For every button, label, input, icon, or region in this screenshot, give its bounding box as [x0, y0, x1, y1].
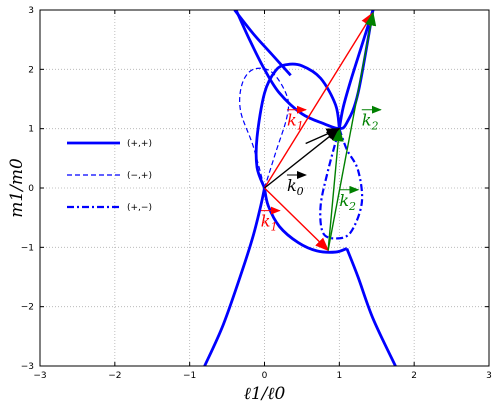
x-tick-label: −1 [183, 371, 196, 381]
legend-label: (−,+) [127, 171, 152, 181]
legend-label: (+,−) [127, 203, 152, 213]
x-tick-label: 3 [486, 371, 492, 381]
y-tick-label: −1 [21, 243, 34, 253]
vector-label: k2 [362, 111, 379, 133]
curves [203, 10, 397, 366]
vector-arrow [264, 127, 341, 189]
curve-solid [337, 10, 375, 129]
vector-arrow [305, 128, 341, 145]
vector-arrow [263, 11, 374, 189]
y-axis-label: m1/m0 [7, 158, 27, 218]
curve-solid [234, 10, 375, 131]
vector-label: k0 [287, 176, 304, 198]
curve-dashed [239, 67, 290, 189]
x-axis-label: ℓ1/ℓ0 [244, 384, 286, 404]
vector-arrow [264, 187, 330, 252]
x-tick-label: 1 [336, 371, 342, 381]
y-tick-label: −2 [21, 303, 34, 313]
y-tick-label: 0 [28, 184, 34, 194]
x-tick-label: −2 [108, 371, 121, 381]
y-tick-label: 1 [28, 125, 34, 135]
x-tick-label: −3 [33, 371, 46, 381]
vector-arrow [327, 127, 344, 251]
ticks: −3 −2 −1 0 1 2 3 −3 −2 −1 0 1 2 3 [21, 6, 492, 381]
y-tick-label: 2 [28, 65, 34, 75]
curve-dashdot [319, 128, 364, 240]
y-tick-label: −3 [21, 362, 34, 372]
curve-solid [345, 248, 397, 366]
curve-solid [263, 187, 348, 254]
vector-arrow [327, 11, 377, 251]
x-tick-label: 0 [262, 371, 268, 381]
curve-solid [233, 10, 292, 77]
legend-label: (+,+) [127, 139, 152, 149]
curve-solid [203, 187, 266, 366]
y-tick-label: 3 [28, 6, 34, 16]
legend: (+,+) (−,+) (+,−) [67, 139, 152, 213]
x-tick-label: 2 [411, 371, 417, 381]
vector-label: k1 [261, 212, 278, 234]
vector-label: k2 [339, 191, 356, 213]
vectors [263, 11, 377, 252]
